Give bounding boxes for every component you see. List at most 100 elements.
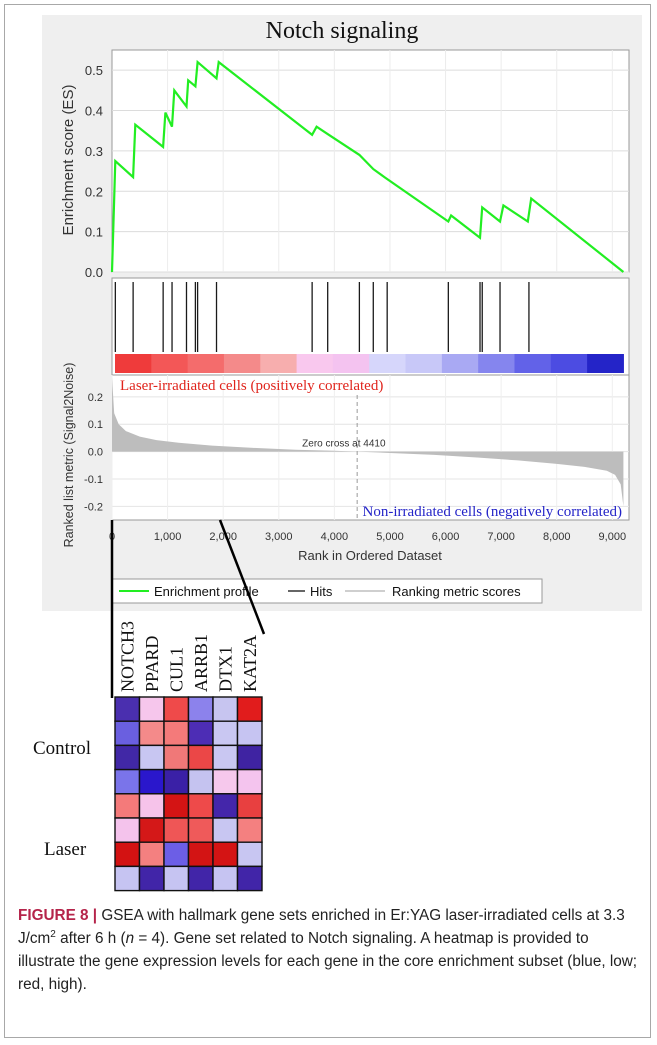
heatmap-cell [138, 768, 165, 795]
heatmap-cell [114, 720, 141, 747]
gradient-segment [587, 354, 624, 373]
heatmap-cell [236, 744, 263, 771]
metric-x-tick-label: 1,000 [154, 531, 182, 543]
caption-lead: FIGURE 8 | [18, 907, 98, 924]
metric-grid [111, 375, 629, 520]
metric-x-ticks: 01,0002,0003,0004,0005,0006,0007,0008,00… [109, 531, 626, 543]
heatmap-gene-label: KAT2A [240, 635, 260, 692]
heatmap-cell [114, 865, 141, 892]
heatmap-cells [114, 696, 263, 892]
heatmap-cell [212, 768, 239, 795]
metric-y-axis-label: Ranked list metric (Signal2Noise) [62, 363, 76, 548]
heatmap-cell [138, 793, 165, 819]
caption-superscript: 2 [50, 928, 56, 940]
caption-text-1: GSEA with hallmark gene sets enriched in… [18, 907, 625, 947]
heatmap-gene-label: CUL1 [166, 647, 186, 692]
enrichment-score-plot: 0.0 0.1 0.2 0.3 0.4 0.5 Enrichment score (ES) [60, 49, 630, 280]
es-y-axis-label: Enrichment score (ES) [60, 85, 77, 236]
heatmap-cell [236, 793, 263, 819]
heatmap-cell [138, 744, 165, 771]
gradient-segment [369, 354, 407, 373]
figure-frame [4, 4, 651, 1038]
heatmap-cell [114, 817, 141, 843]
heatmap-cell [114, 793, 141, 819]
zero-cross-label: Zero cross at 4410 [302, 439, 386, 450]
heatmap-cell [163, 793, 190, 819]
heatmap-cell [212, 865, 239, 892]
bracket-right-line [218, 519, 266, 635]
heatmap-cell [187, 768, 214, 795]
metric-y-tick-label: 0.1 [88, 419, 103, 431]
heatmap-cell [187, 744, 214, 771]
gradient-segment [115, 354, 152, 373]
heatmap-gene-label: NOTCH3 [117, 621, 137, 692]
es-y-tick-label: 0.3 [85, 144, 103, 159]
metric-x-tick-label: 6,000 [432, 531, 460, 543]
gradient-segment [332, 354, 370, 373]
metric-y-tick-label: -0.1 [84, 474, 103, 486]
legend: Enrichment profile Hits Ranking metric s… [111, 578, 543, 604]
metric-x-tick-label: 2,000 [209, 531, 237, 543]
heatmap-cell [236, 720, 263, 747]
es-y-tick-label: 0.5 [85, 63, 103, 78]
heatmap-cell [187, 720, 214, 747]
heatmap-cell [212, 793, 239, 819]
heatmap-gene-label: PPARD [142, 636, 162, 692]
es-y-tick-label: 0.0 [85, 265, 103, 280]
heatmap-cell [138, 865, 165, 892]
metric-y-ticks: 0.2 0.1 0.0 -0.1 -0.2 [84, 392, 103, 513]
legend-box [111, 578, 543, 604]
enrichment-profile-line [110, 59, 625, 273]
gradient-segment [296, 354, 334, 373]
gradient-segment [441, 354, 479, 373]
heatmap-cell [187, 696, 214, 722]
heatmap-gene-label: ARRB1 [191, 634, 211, 692]
heatmap-row-group-laser: Laser [44, 839, 87, 860]
heatmap-cell [114, 768, 141, 795]
caption-text-2: after 6 h ( [55, 930, 126, 947]
metric-x-axis-label: Rank in Ordered Dataset [298, 548, 442, 563]
metric-x-tick-label: 8,000 [543, 531, 571, 543]
heatmap-cell [163, 865, 190, 892]
heatmap-cell [236, 817, 263, 843]
positively-correlated-label: Laser-irradiated cells (positively corre… [120, 378, 383, 394]
caption-n: n [125, 930, 135, 947]
heatmap-cell [212, 720, 239, 747]
heatmap-cell [187, 793, 214, 819]
figure-caption: FIGURE 8 | GSEA with hallmark gene sets … [18, 904, 638, 996]
heatmap-cell [187, 841, 214, 868]
heatmap-cell [212, 817, 239, 843]
heatmap-gene-labels: NOTCH3 PPARD CUL1 ARRB1 DTX1 KAT2A [117, 621, 260, 692]
legend-hits-label: Hits [310, 584, 333, 599]
heatmap-cell [163, 768, 190, 795]
heatmap-cell [187, 817, 214, 843]
heatmap-cell [114, 841, 141, 868]
metric-x-tick-label: 7,000 [487, 531, 515, 543]
figure-svg: 0.0 0.1 0.2 0.3 0.4 0.5 Enrichment score (ES)… [33, 49, 630, 892]
gradient-segment [260, 354, 298, 373]
heatmap-cell [163, 817, 190, 843]
es-y-tick-label: 0.2 [85, 184, 103, 199]
gradient-segment [151, 354, 189, 373]
heatmap-cell [138, 841, 165, 868]
rank-gradient-bar [115, 354, 624, 373]
es-y-ticks: 0.0 0.1 0.2 0.3 0.4 0.5 [85, 63, 103, 280]
hit-lines [114, 282, 530, 352]
gradient-segment [405, 354, 443, 373]
gradient-segment [514, 354, 552, 373]
heatmap-cell [138, 696, 165, 722]
metric-x-tick-label: 4,000 [321, 531, 349, 543]
heatmap-cell [236, 696, 263, 722]
legend-metric-label: Ranking metric scores [392, 584, 521, 599]
heatmap-cell [163, 841, 190, 868]
metric-x-tick-label: 5,000 [376, 531, 404, 543]
heatmap-cell [212, 696, 239, 722]
metric-x-tick-label: 9,000 [599, 531, 627, 543]
heatmap-cell [212, 744, 239, 771]
es-y-tick-label: 0.1 [85, 225, 103, 240]
gradient-segment [187, 354, 225, 373]
heatmap-cell [138, 817, 165, 843]
heatmap-cell [138, 720, 165, 747]
heatmap-cell [212, 841, 239, 868]
es-y-tick-label: 0.4 [85, 104, 103, 119]
